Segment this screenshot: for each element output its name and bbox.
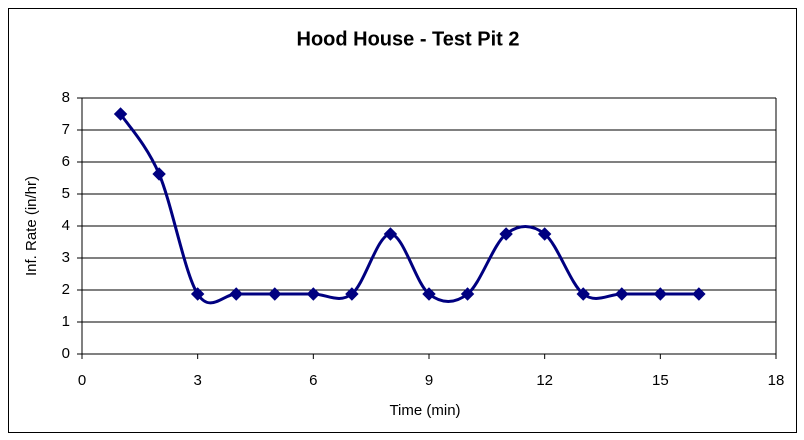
data-marker — [229, 287, 243, 301]
data-marker — [422, 287, 436, 301]
y-tick-label: 5 — [62, 185, 70, 202]
data-marker — [113, 107, 128, 121]
y-tick-label: 8 — [62, 89, 70, 106]
data-marker — [692, 287, 706, 301]
data-marker — [615, 287, 629, 301]
data-marker — [383, 227, 398, 241]
x-tick-label: 18 — [768, 372, 785, 389]
x-tick-label: 3 — [193, 372, 201, 389]
data-marker — [653, 287, 668, 301]
data-marker — [268, 287, 282, 301]
x-tick-label: 9 — [425, 372, 433, 389]
y-tick-label: 6 — [62, 153, 70, 170]
chart-border — [8, 8, 797, 433]
x-tick-label: 15 — [652, 372, 669, 389]
data-marker — [152, 167, 166, 181]
y-axis-label: Inf. Rate (in/hr) — [23, 176, 40, 276]
y-tick-label: 1 — [62, 313, 70, 330]
data-marker — [576, 287, 590, 301]
x-tick-label: 0 — [78, 372, 86, 389]
data-marker — [460, 287, 475, 301]
y-tick-label: 4 — [62, 217, 70, 234]
y-tick-label: 0 — [62, 345, 70, 362]
data-marker — [306, 287, 321, 301]
data-marker — [190, 287, 205, 301]
chart-title: Hood House - Test Pit 2 — [297, 28, 520, 50]
x-axis-label: Time (min) — [389, 402, 460, 419]
data-marker — [345, 287, 359, 301]
y-tick-label: 7 — [62, 121, 70, 138]
y-tick-label: 2 — [62, 281, 70, 298]
y-tick-label: 3 — [62, 249, 70, 266]
data-marker — [537, 227, 552, 241]
x-tick-label: 6 — [309, 372, 317, 389]
data-marker — [499, 227, 513, 241]
x-tick-label: 12 — [536, 372, 553, 389]
